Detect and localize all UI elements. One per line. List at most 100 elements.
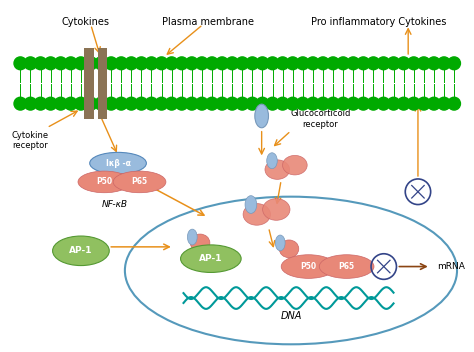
Circle shape <box>55 57 67 70</box>
Circle shape <box>115 97 128 110</box>
Circle shape <box>367 57 380 70</box>
Circle shape <box>448 57 460 70</box>
Circle shape <box>266 97 279 110</box>
Circle shape <box>175 97 188 110</box>
Ellipse shape <box>191 234 210 252</box>
Circle shape <box>256 57 269 70</box>
Circle shape <box>428 57 440 70</box>
Text: Plasma membrane: Plasma membrane <box>162 17 254 26</box>
Circle shape <box>428 97 440 110</box>
Circle shape <box>438 97 450 110</box>
Circle shape <box>246 57 259 70</box>
Circle shape <box>407 57 420 70</box>
Circle shape <box>307 97 319 110</box>
Circle shape <box>24 57 37 70</box>
Text: AP-1: AP-1 <box>199 254 223 263</box>
Text: Cytokines: Cytokines <box>62 17 110 26</box>
Circle shape <box>327 97 339 110</box>
Circle shape <box>175 57 188 70</box>
Ellipse shape <box>181 245 241 272</box>
Circle shape <box>145 57 158 70</box>
Circle shape <box>196 57 208 70</box>
Circle shape <box>357 97 370 110</box>
Circle shape <box>14 97 27 110</box>
Circle shape <box>95 97 108 110</box>
Text: Pro inflammatory Cytokines: Pro inflammatory Cytokines <box>311 17 447 26</box>
Ellipse shape <box>267 153 277 169</box>
Circle shape <box>165 57 178 70</box>
Ellipse shape <box>113 171 166 193</box>
Circle shape <box>418 57 430 70</box>
Circle shape <box>377 97 390 110</box>
Bar <box>20 70 454 97</box>
Circle shape <box>347 97 360 110</box>
Circle shape <box>256 97 269 110</box>
Circle shape <box>266 57 279 70</box>
Text: NF-κB: NF-κB <box>102 200 128 209</box>
Circle shape <box>165 97 178 110</box>
Circle shape <box>64 57 77 70</box>
Circle shape <box>85 57 97 70</box>
Ellipse shape <box>283 156 307 175</box>
Circle shape <box>105 57 118 70</box>
Circle shape <box>317 97 329 110</box>
Circle shape <box>34 97 47 110</box>
Circle shape <box>216 97 228 110</box>
Bar <box>84 48 94 119</box>
Circle shape <box>55 97 67 110</box>
Circle shape <box>216 57 228 70</box>
Circle shape <box>64 97 77 110</box>
Circle shape <box>296 97 309 110</box>
Circle shape <box>337 97 349 110</box>
Ellipse shape <box>319 255 374 278</box>
Circle shape <box>317 57 329 70</box>
Circle shape <box>307 57 319 70</box>
Ellipse shape <box>279 240 299 258</box>
Circle shape <box>226 57 238 70</box>
Circle shape <box>347 57 360 70</box>
Circle shape <box>226 97 238 110</box>
Ellipse shape <box>265 160 290 180</box>
Circle shape <box>34 57 47 70</box>
Ellipse shape <box>245 196 257 213</box>
Text: P50: P50 <box>301 262 317 271</box>
Ellipse shape <box>281 255 336 278</box>
Ellipse shape <box>187 229 197 245</box>
Circle shape <box>367 97 380 110</box>
Circle shape <box>236 57 249 70</box>
Circle shape <box>44 57 57 70</box>
Circle shape <box>145 97 158 110</box>
Circle shape <box>105 97 118 110</box>
Text: mRNA: mRNA <box>438 262 465 271</box>
Ellipse shape <box>78 171 131 193</box>
Text: DNA: DNA <box>280 311 301 321</box>
Ellipse shape <box>243 203 271 225</box>
Circle shape <box>196 97 208 110</box>
Circle shape <box>14 57 27 70</box>
Ellipse shape <box>90 152 146 174</box>
Circle shape <box>377 57 390 70</box>
Circle shape <box>276 57 289 70</box>
Circle shape <box>296 57 309 70</box>
Circle shape <box>155 97 168 110</box>
Circle shape <box>74 57 87 70</box>
Circle shape <box>206 97 219 110</box>
Circle shape <box>397 97 410 110</box>
Text: AP-1: AP-1 <box>69 246 93 255</box>
Circle shape <box>397 57 410 70</box>
Circle shape <box>387 97 400 110</box>
Ellipse shape <box>255 104 268 128</box>
Circle shape <box>418 97 430 110</box>
Circle shape <box>206 57 219 70</box>
Circle shape <box>387 57 400 70</box>
Circle shape <box>155 57 168 70</box>
Circle shape <box>448 97 460 110</box>
Circle shape <box>135 57 148 70</box>
Circle shape <box>327 57 339 70</box>
Text: P65: P65 <box>338 262 355 271</box>
Circle shape <box>286 97 299 110</box>
Circle shape <box>246 97 259 110</box>
Text: Glucocorticoid
receptor: Glucocorticoid receptor <box>290 109 350 128</box>
Text: Iκβ -α: Iκβ -α <box>106 159 130 168</box>
Ellipse shape <box>263 199 290 220</box>
